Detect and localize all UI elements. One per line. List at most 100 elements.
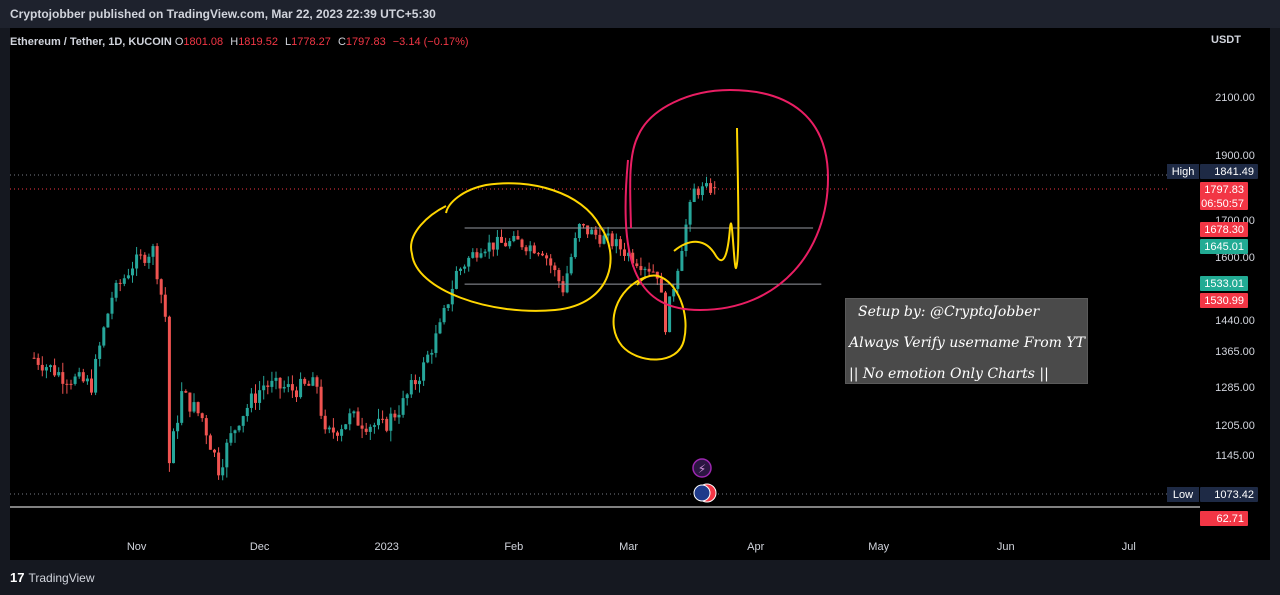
candle — [245, 407, 249, 417]
candle — [651, 271, 655, 273]
candle — [303, 378, 307, 384]
candle — [413, 380, 417, 385]
price-label-tag — [1200, 511, 1248, 526]
price-label-tag — [1200, 293, 1248, 308]
candle — [577, 224, 581, 239]
candle — [512, 235, 516, 242]
candle — [520, 239, 524, 248]
candle — [237, 425, 241, 431]
x-axis-tick-label: Jun — [997, 541, 1015, 553]
price-label-tag — [1200, 182, 1248, 210]
candle — [405, 394, 409, 399]
candle — [196, 402, 200, 414]
candle — [49, 365, 52, 368]
candle — [557, 270, 561, 282]
price-label-value: 62.71 — [1216, 513, 1244, 525]
candle — [340, 429, 344, 436]
candle — [139, 254, 143, 256]
candle — [241, 416, 245, 426]
candle — [491, 242, 495, 250]
candle — [586, 225, 590, 235]
price-chart[interactable]: ⚡ 1145.00 1205.00 1285.00 1365.00 1440.00 1600… — [10, 28, 1270, 560]
candle — [40, 364, 44, 371]
y-axis-tick-label: 1600.00 — [1215, 252, 1255, 264]
candle — [422, 362, 426, 381]
tradingview-brand-text: TradingView — [28, 570, 95, 585]
candle — [167, 316, 171, 464]
candle — [204, 418, 208, 436]
close-key: C — [337, 36, 346, 48]
candle — [418, 380, 421, 385]
price-label-value: 1530.99 — [1204, 295, 1244, 307]
setup-line-2: Always Verify username From YT — [849, 335, 1085, 351]
candle — [561, 281, 565, 293]
setup-line-3: || No emotion Only Charts || — [849, 366, 1049, 382]
y-axis-tick-label: 1440.00 — [1215, 315, 1255, 327]
price-label-tag — [1200, 487, 1258, 502]
price-label-tag — [1200, 239, 1248, 254]
candle — [479, 253, 483, 258]
candle — [258, 390, 262, 403]
candle — [446, 304, 450, 308]
high-value: 1819.52 — [238, 36, 278, 48]
candle — [385, 418, 389, 431]
y-axis-tick-label: 1900.00 — [1215, 150, 1255, 162]
candle — [147, 256, 151, 263]
y-axis-tick-label: 1365.00 — [1215, 346, 1255, 358]
candle — [602, 235, 606, 244]
candle — [221, 467, 225, 476]
candle — [286, 384, 290, 387]
candle — [143, 254, 147, 263]
candle — [672, 288, 676, 297]
candle — [299, 378, 303, 398]
candle — [487, 242, 491, 252]
price-label-name: High — [1172, 166, 1195, 178]
candle — [393, 413, 397, 418]
symbol-legend: Ethereum / Tether, 1D, KUCOIN O1801.08 H… — [10, 36, 473, 48]
candle — [705, 183, 708, 187]
candle — [254, 393, 257, 403]
candle — [44, 367, 48, 371]
candle — [163, 294, 167, 317]
candle — [77, 372, 81, 377]
candle — [536, 253, 540, 255]
tradingview-branding[interactable]: 17 TradingView — [10, 570, 95, 585]
candle — [549, 258, 553, 266]
candle — [377, 418, 380, 426]
price-label-tag — [1200, 164, 1258, 179]
footer: 17 TradingView — [0, 560, 1280, 595]
currency-label: USDT — [1211, 34, 1241, 46]
candle — [94, 358, 98, 393]
candle — [692, 188, 696, 202]
candle — [110, 297, 114, 314]
price-label-name-tag — [1167, 164, 1199, 179]
candle — [233, 430, 237, 434]
candle — [249, 393, 253, 408]
candle — [290, 384, 294, 391]
candle — [668, 296, 672, 333]
yellow-dip-ellipse — [612, 274, 687, 361]
symbol-name: Ethereum / Tether, 1D, KUCOIN — [10, 36, 172, 48]
candle — [192, 402, 196, 412]
candle — [381, 418, 385, 420]
candle — [85, 378, 89, 382]
candle — [295, 390, 298, 398]
candle — [184, 391, 188, 393]
candle — [680, 251, 684, 271]
candle — [618, 239, 622, 250]
candle — [643, 268, 647, 271]
candle — [208, 435, 212, 450]
price-label-name-tag — [1167, 487, 1199, 502]
candle — [475, 252, 479, 258]
candle — [598, 234, 602, 244]
price-label-value: 1678.30 — [1204, 224, 1244, 236]
candle — [274, 377, 278, 381]
candle — [81, 372, 85, 382]
candle — [516, 235, 520, 240]
candle — [372, 425, 376, 427]
candle — [266, 385, 270, 387]
chart-area[interactable]: ⚡ 1145.00 1205.00 1285.00 1365.00 1440.00 1600… — [10, 28, 1270, 560]
candle — [114, 282, 118, 298]
candle — [459, 268, 462, 271]
candle — [627, 252, 631, 256]
